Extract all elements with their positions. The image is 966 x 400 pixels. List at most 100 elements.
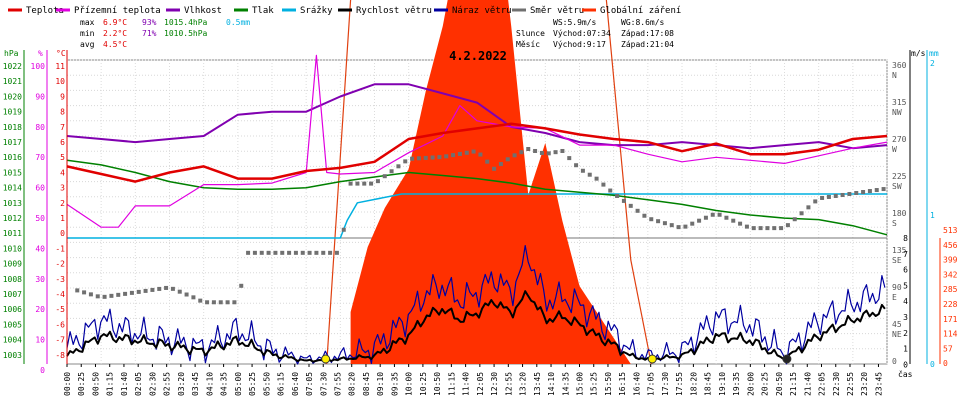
wind-direction-point bbox=[164, 285, 169, 290]
wind-direction-point bbox=[676, 225, 681, 230]
x-tick-label: 07:30 bbox=[319, 372, 328, 396]
legend-label-wspeed: Rychlost větru bbox=[356, 6, 432, 16]
degc-tick: 1 bbox=[60, 214, 65, 223]
wind-direction-point bbox=[799, 211, 804, 216]
x-tick-label: 12:30 bbox=[490, 372, 499, 396]
degc-tick: 9 bbox=[60, 92, 65, 101]
x-tick-label: 12:55 bbox=[504, 372, 513, 396]
degc-tick: 11 bbox=[55, 62, 65, 71]
x-tick-label: 08:20 bbox=[348, 372, 357, 396]
wind-direction-point bbox=[669, 223, 674, 228]
wind-direction-point bbox=[150, 287, 155, 292]
wind-direction-point bbox=[95, 294, 100, 299]
wind-direction-point bbox=[779, 226, 784, 231]
degc-tick: -2 bbox=[55, 260, 65, 269]
degc-tick: 5 bbox=[60, 153, 65, 162]
feels-like-line bbox=[66, 54, 888, 228]
direction-tick: E bbox=[892, 293, 897, 302]
wind-direction-point bbox=[785, 223, 790, 228]
wind-direction-point bbox=[362, 181, 367, 186]
hpa-tick: 1010 bbox=[3, 244, 22, 253]
hpa-tick: 1018 bbox=[3, 123, 22, 132]
pct-tick: 80 bbox=[35, 123, 45, 132]
x-tick-label: 06:40 bbox=[291, 372, 300, 396]
wind-direction-point bbox=[437, 155, 442, 160]
wind-direction-point bbox=[635, 208, 640, 213]
x-tick-label: 16:40 bbox=[632, 372, 641, 396]
wind-direction-point bbox=[314, 250, 319, 255]
direction-tick: 0 bbox=[892, 357, 897, 366]
direction-tick: 180 bbox=[892, 209, 907, 218]
legend-label-rain: Srážky bbox=[300, 6, 333, 16]
wm2-tick: 342 bbox=[943, 270, 958, 279]
info-moonset: Západ:21:04 bbox=[621, 40, 674, 49]
stats-label-min: min bbox=[80, 29, 95, 38]
x-tick-label: 01:40 bbox=[120, 372, 129, 396]
x-tick-label: 17:55 bbox=[675, 372, 684, 396]
wind-direction-points bbox=[75, 147, 886, 305]
wind-direction-point bbox=[259, 250, 264, 255]
x-tick-label: 19:35 bbox=[732, 372, 741, 396]
wind-direction-point bbox=[321, 250, 326, 255]
direction-tick: SW bbox=[892, 182, 902, 191]
x-tick-label: 00:50 bbox=[91, 372, 100, 396]
degc-tick: -5 bbox=[55, 305, 65, 314]
info-sunrise: Východ:07:34 bbox=[553, 29, 611, 38]
wind-direction-point bbox=[266, 250, 271, 255]
degc-tick: 3 bbox=[60, 184, 65, 193]
legend-label-hum: Vlhkost bbox=[184, 6, 222, 16]
hpa-tick: 1019 bbox=[3, 108, 22, 117]
wind-direction-point bbox=[334, 250, 339, 255]
wind-direction-point bbox=[833, 193, 838, 198]
mm-tick: 2 bbox=[930, 59, 935, 68]
degc-axis-label: °C bbox=[56, 49, 66, 58]
pct-axis-label: % bbox=[38, 49, 43, 58]
sunset-marker bbox=[647, 354, 657, 364]
wind-direction-point bbox=[744, 224, 749, 229]
wind-direction-point bbox=[403, 159, 408, 164]
x-tick-label: 21:15 bbox=[789, 372, 798, 396]
info-moon-label: Měsíc bbox=[516, 40, 540, 49]
wind-direction-point bbox=[738, 221, 743, 226]
direction-tick: 135 bbox=[892, 246, 907, 255]
info-sunset: Západ:17:08 bbox=[621, 29, 674, 38]
wind-direction-point bbox=[430, 155, 435, 160]
time-axis-label: čas bbox=[898, 369, 913, 379]
chart-title: 4.2.2022 bbox=[449, 49, 507, 63]
direction-tick: 45 bbox=[892, 320, 902, 329]
wind-direction-point bbox=[751, 226, 756, 231]
x-tick-label: 05:00 bbox=[234, 372, 243, 396]
hpa-tick: 1015 bbox=[3, 168, 22, 177]
degc-tick: -8 bbox=[55, 351, 65, 360]
wind-direction-point bbox=[464, 150, 469, 155]
hpa-axis-label: hPa bbox=[4, 49, 19, 58]
wind-direction-point bbox=[758, 226, 763, 231]
stats-press-min: 1010.5hPa bbox=[164, 29, 208, 38]
wind-direction-point bbox=[410, 156, 415, 161]
hpa-tick: 1017 bbox=[3, 138, 22, 147]
wind-direction-point bbox=[416, 156, 421, 161]
wind-direction-point bbox=[553, 150, 558, 155]
wind-direction-point bbox=[184, 292, 189, 297]
wind-direction-point bbox=[205, 300, 210, 305]
x-tick-label: 21:40 bbox=[803, 372, 812, 396]
direction-tick: S bbox=[892, 219, 897, 228]
wind-direction-point bbox=[874, 188, 879, 193]
info-sun-label: Slunce bbox=[516, 29, 545, 38]
info-ws: WS:5.9m/s bbox=[553, 18, 597, 27]
hpa-tick: 1016 bbox=[3, 153, 22, 162]
axes-layer: 1022102110201019101810171016101510141013… bbox=[3, 49, 958, 396]
x-tick-label: 05:25 bbox=[248, 372, 257, 396]
legend-label-gust: Náraz větru bbox=[452, 6, 512, 16]
x-tick-label: 14:35 bbox=[561, 372, 570, 396]
wind-direction-point bbox=[396, 164, 401, 169]
wind-direction-point bbox=[307, 250, 312, 255]
direction-tick: NW bbox=[892, 108, 902, 117]
hpa-tick: 1003 bbox=[3, 351, 22, 360]
temperature-line bbox=[66, 122, 888, 183]
wind-direction-point bbox=[444, 154, 449, 159]
wm2-tick: 0 bbox=[943, 359, 948, 368]
wind-direction-point bbox=[341, 227, 346, 232]
wm2-tick: 171 bbox=[943, 315, 958, 324]
